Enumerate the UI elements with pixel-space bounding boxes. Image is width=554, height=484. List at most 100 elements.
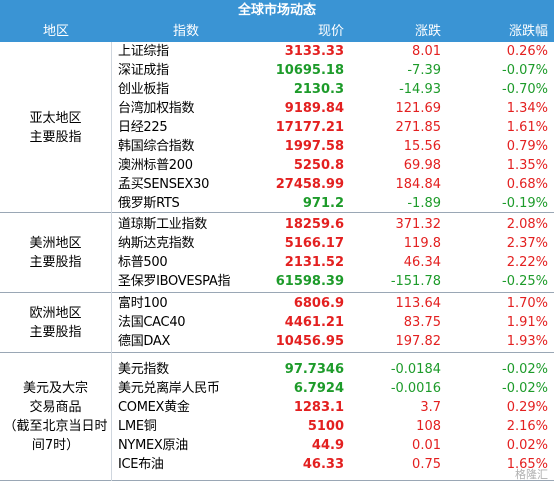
- price-cell: 4461.21: [284, 315, 344, 330]
- table-row: LME铜 5100 108 2.16%: [112, 417, 554, 436]
- pct-cell: 1.61%: [506, 120, 548, 135]
- index-name: 富时100: [118, 296, 168, 311]
- change-cell: -14.93: [399, 82, 441, 97]
- index-name: 俄罗斯RTS: [118, 196, 180, 211]
- pct-cell: 1.34%: [506, 101, 548, 116]
- index-name: 澳洲标普200: [118, 158, 193, 173]
- price-cell: 97.7346: [284, 362, 344, 377]
- table-row: 澳洲标普200 5250.8 69.98 1.35%: [112, 156, 554, 175]
- table-row: 日经225 17177.21 271.85 1.61%: [112, 118, 554, 137]
- header-row: 地区 指数 现价 涨跌 涨跌幅: [0, 21, 554, 42]
- change-cell: 69.98: [403, 158, 441, 173]
- pct-cell: 0.02%: [506, 438, 548, 453]
- pct-cell: 1.70%: [506, 296, 548, 311]
- table-row: 标普500 2131.52 46.34 2.22%: [112, 253, 554, 272]
- watermark: 格隆汇: [515, 468, 548, 481]
- index-name: NYMEX原油: [118, 438, 188, 453]
- change-cell: 271.85: [395, 120, 442, 135]
- index-name: 标普500: [118, 255, 168, 270]
- index-name: 法国CAC40: [118, 315, 186, 330]
- index-name: 美元兑离岸人民币: [118, 381, 220, 396]
- pct-cell: 0.79%: [506, 139, 548, 154]
- region-group: 亚太地区 主要股指 上证综指 3133.33 8.01 0.26% 深证成指 10695.1…: [0, 42, 554, 213]
- region-group: 美元及大宗 交易商品 （截至北京当日时 间7时） 美元指数 97.7346 -0.01…: [0, 353, 554, 481]
- table-row: 台湾加权指数 9189.84 121.69 1.34%: [112, 99, 554, 118]
- price-cell: 5250.8: [293, 158, 344, 173]
- header-price: 现价: [317, 24, 344, 39]
- price-cell: 2131.52: [284, 255, 344, 270]
- change-cell: -1.89: [407, 196, 441, 211]
- table-row: 富时100 6806.9 113.64 1.70%: [112, 294, 554, 313]
- price-cell: 6.7924: [293, 381, 344, 396]
- change-cell: 184.84: [395, 177, 442, 192]
- table-title: 全球市场动态: [0, 0, 554, 21]
- price-cell: 1283.1: [293, 400, 344, 415]
- pct-cell: 1.91%: [506, 315, 548, 330]
- region-label: 亚太地区 主要股指: [0, 42, 112, 213]
- index-name: 日经225: [118, 120, 168, 135]
- price-cell: 9189.84: [284, 101, 344, 116]
- index-name: 纳斯达克指数: [118, 236, 195, 251]
- change-cell: 197.82: [395, 334, 442, 349]
- price-cell: 10456.95: [275, 334, 344, 349]
- table-row: 美元兑离岸人民币 6.7924 -0.0016 -0.02%: [112, 379, 554, 398]
- pct-cell: 1.65%: [506, 457, 548, 472]
- pct-cell: 2.22%: [506, 255, 548, 270]
- change-cell: -7.39: [407, 63, 441, 78]
- change-cell: 108: [416, 419, 441, 434]
- index-name: 创业板指: [118, 82, 169, 97]
- table-row: 创业板指 2130.3 -14.93 -0.70%: [112, 80, 554, 99]
- price-cell: 44.9: [311, 438, 344, 453]
- table-row: COMEX黄金 1283.1 3.7 0.29%: [112, 398, 554, 417]
- table-row: 纳斯达克指数 5166.17 119.8 2.37%: [112, 234, 554, 253]
- pct-cell: -0.02%: [502, 381, 548, 396]
- header-pct: 涨跌幅: [508, 24, 548, 39]
- change-cell: 83.75: [403, 315, 441, 330]
- table-row: ICE布油 46.33 0.75 1.65%: [112, 455, 554, 474]
- table-row: 深证成指 10695.18 -7.39 -0.07%: [112, 61, 554, 80]
- index-name: LME铜: [118, 419, 157, 434]
- index-name: 德国DAX: [118, 334, 171, 349]
- index-name: 深证成指: [118, 63, 169, 78]
- region-label: 美元及大宗 交易商品 （截至北京当日时 间7时）: [0, 353, 112, 481]
- region-label: 美洲地区 主要股指: [0, 213, 112, 293]
- region-group: 美洲地区 主要股指 道琼斯工业指数 18259.6 371.32 2.08% 纳斯达克指数…: [0, 213, 554, 293]
- change-cell: 119.8: [403, 236, 441, 251]
- index-name: COMEX黄金: [118, 400, 190, 415]
- change-cell: -151.78: [390, 274, 441, 289]
- change-cell: 121.69: [395, 101, 442, 116]
- price-cell: 17177.21: [275, 120, 344, 135]
- table-row: 圣保罗IBOVESPA指 61598.39 -151.78 -0.25%: [112, 272, 554, 291]
- region-label: 欧洲地区 主要股指: [0, 293, 112, 353]
- change-cell: 371.32: [395, 217, 442, 232]
- table-row: 德国DAX 10456.95 197.82 1.93%: [112, 332, 554, 351]
- price-cell: 46.33: [302, 457, 344, 472]
- pct-cell: -0.25%: [502, 274, 548, 289]
- index-name: 道琼斯工业指数: [118, 217, 207, 232]
- region-group: 欧洲地区 主要股指 富时100 6806.9 113.64 1.70% 法国CAC40 44…: [0, 293, 554, 353]
- pct-cell: 0.29%: [506, 400, 548, 415]
- table-row: 上证综指 3133.33 8.01 0.26%: [112, 42, 554, 61]
- pct-cell: -0.07%: [502, 63, 548, 78]
- price-cell: 1997.58: [284, 139, 344, 154]
- table-row: 道琼斯工业指数 18259.6 371.32 2.08%: [112, 215, 554, 234]
- price-cell: 5166.17: [284, 236, 344, 251]
- change-cell: 113.64: [395, 296, 442, 311]
- index-name: 美元指数: [118, 362, 169, 377]
- price-cell: 2130.3: [293, 82, 344, 97]
- pct-cell: 2.37%: [506, 236, 548, 251]
- change-cell: 0.01: [412, 438, 441, 453]
- pct-cell: -0.70%: [502, 82, 548, 97]
- price-cell: 3133.33: [284, 44, 344, 59]
- index-name: 韩国综合指数: [118, 139, 195, 154]
- price-cell: 10695.18: [275, 63, 344, 78]
- change-cell: 8.01: [412, 44, 441, 59]
- pct-cell: -0.19%: [502, 196, 548, 211]
- change-cell: -0.0184: [390, 362, 441, 377]
- price-cell: 971.2: [302, 196, 344, 211]
- change-cell: 15.56: [403, 139, 441, 154]
- pct-cell: 1.35%: [506, 158, 548, 173]
- pct-cell: 0.26%: [506, 44, 548, 59]
- change-cell: 46.34: [403, 255, 441, 270]
